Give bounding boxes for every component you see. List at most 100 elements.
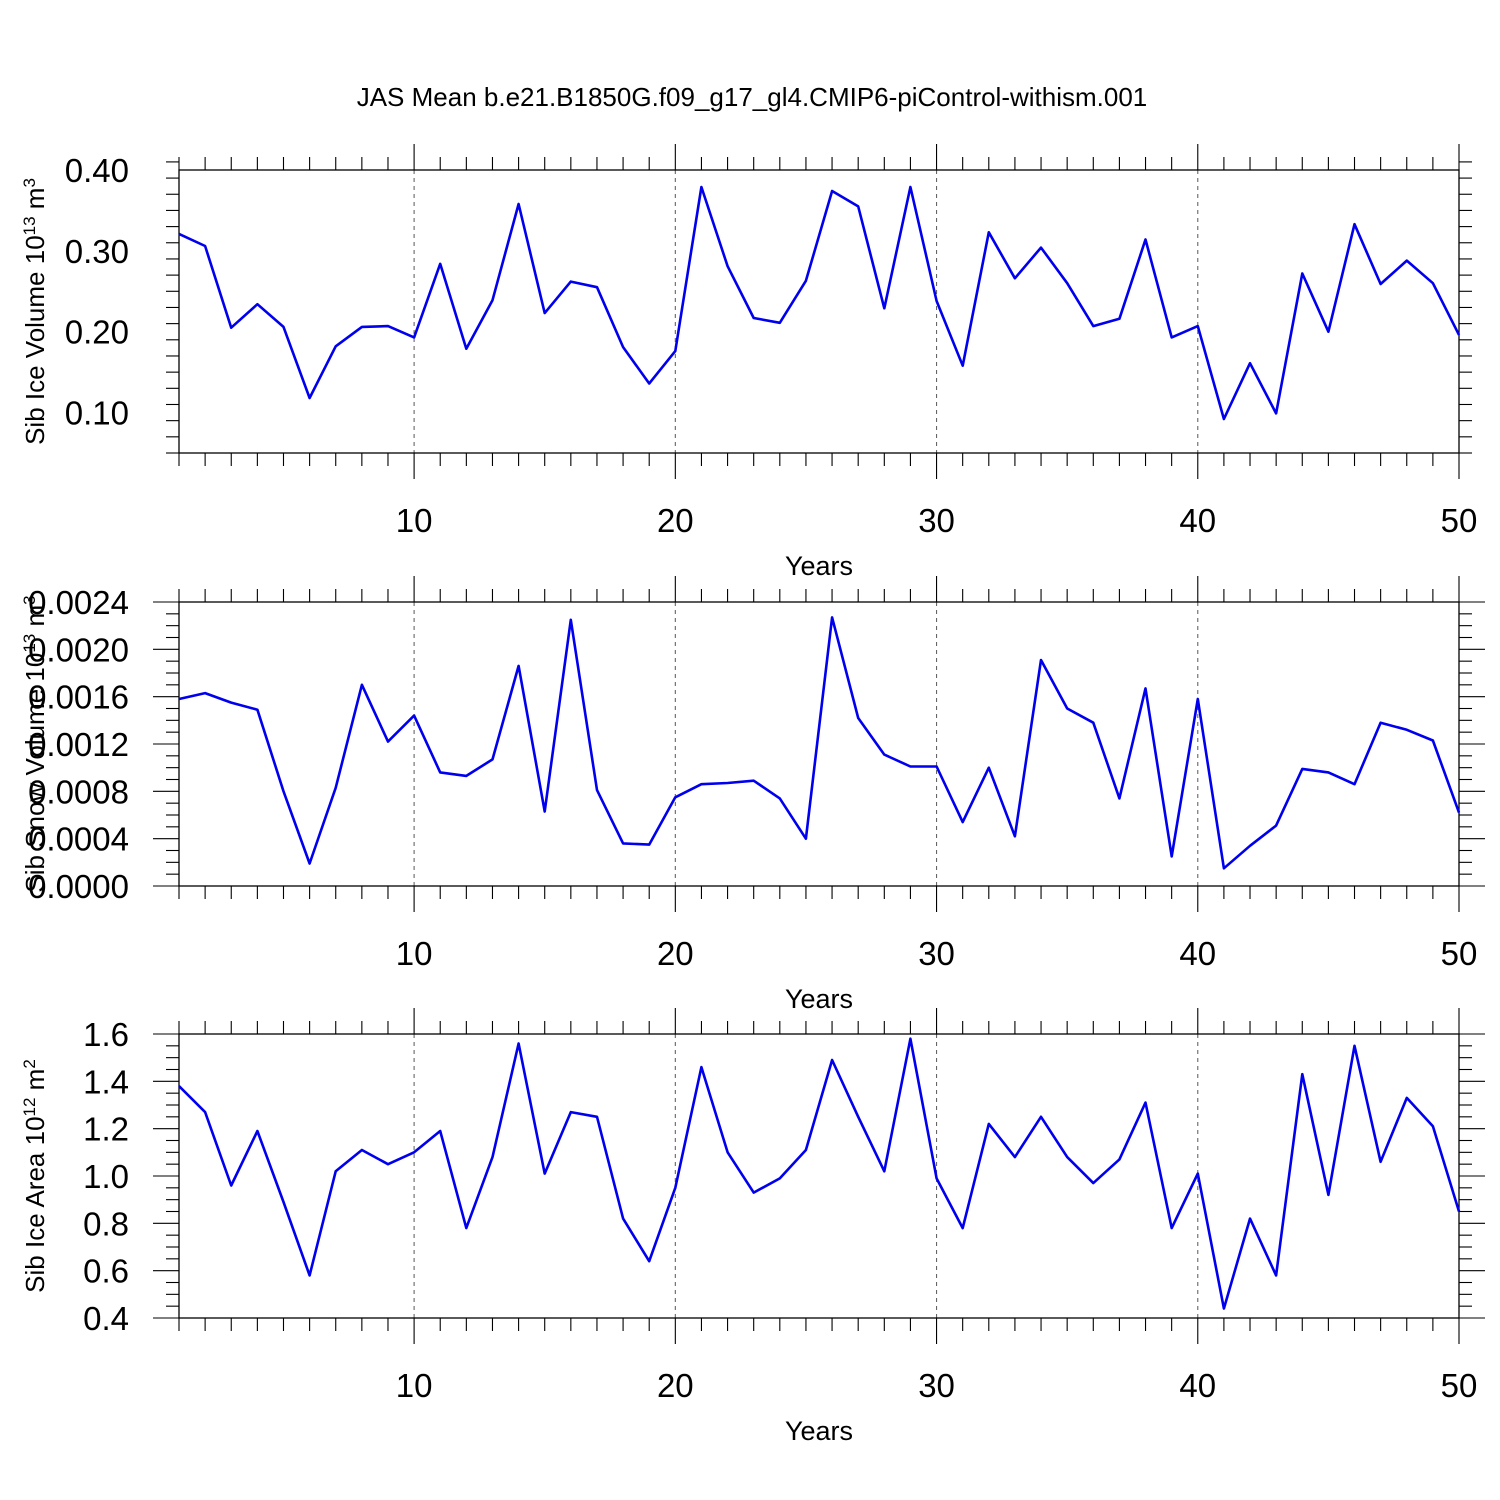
data-point-sib-ice-volume-25 — [805, 280, 808, 283]
data-point-sib-ice-volume-3 — [230, 326, 233, 329]
data-point-sib-ice-area-50 — [1458, 1210, 1461, 1213]
x-tick-label-30: 30 — [918, 502, 955, 539]
y-tick-label-2: 0.8 — [83, 1205, 129, 1242]
y-tick-label-3: 0.40 — [65, 152, 129, 189]
y-axis-label-part-2: m — [20, 188, 50, 217]
data-point-sib-ice-area-46 — [1353, 1045, 1356, 1048]
data-point-sib-snow-volume-31 — [961, 821, 964, 824]
data-point-sib-snow-volume-45 — [1327, 771, 1330, 774]
data-point-sib-ice-volume-40 — [1197, 325, 1200, 328]
data-point-sib-ice-area-45 — [1327, 1194, 1330, 1197]
data-point-sib-snow-volume-26 — [831, 616, 834, 619]
y-tick-label-6: 1.6 — [83, 1016, 129, 1053]
data-point-sib-ice-volume-22 — [726, 265, 729, 268]
data-point-sib-snow-volume-27 — [857, 717, 860, 720]
data-point-sib-ice-area-40 — [1197, 1172, 1200, 1175]
data-point-sib-ice-area-33 — [1014, 1156, 1017, 1159]
y-tick-label-3: 0.0012 — [28, 726, 129, 763]
data-point-sib-ice-area-38 — [1144, 1101, 1147, 1104]
data-point-sib-snow-volume-21 — [700, 783, 703, 786]
data-point-sib-ice-volume-17 — [596, 286, 599, 289]
data-point-sib-ice-volume-16 — [570, 280, 573, 283]
data-point-sib-ice-area-9 — [387, 1163, 390, 1166]
data-point-sib-ice-area-19 — [648, 1260, 651, 1263]
y-axis-label-part-1: 12 — [20, 1098, 39, 1117]
y-axis-label-part-1: 13 — [20, 216, 39, 235]
y-tick-label-0: 0.0000 — [28, 868, 129, 905]
data-point-sib-ice-area-13 — [491, 1156, 494, 1159]
y-tick-label-0: 0.4 — [83, 1300, 129, 1337]
data-point-sib-ice-area-31 — [961, 1227, 964, 1230]
data-point-sib-ice-volume-19 — [648, 382, 651, 385]
x-tick-label-40: 40 — [1179, 502, 1216, 539]
data-point-sib-snow-volume-7 — [334, 787, 337, 790]
chart-panel-sib-snow-volume: 10 20 30 40 50 0.0000 0.0004 0.0008 0.0012 0.0016… — [20, 576, 1485, 1014]
data-point-sib-ice-volume-46 — [1353, 223, 1356, 226]
data-point-sib-ice-volume-43 — [1275, 412, 1278, 415]
data-point-sib-snow-volume-2 — [204, 692, 207, 695]
data-point-sib-snow-volume-14 — [517, 665, 520, 668]
x-tick-label-10: 10 — [396, 1367, 433, 1404]
y-tick-label-1: 0.0004 — [28, 821, 129, 858]
data-point-sib-snow-volume-28 — [883, 753, 886, 756]
data-point-sib-ice-volume-14 — [517, 203, 520, 206]
x-axis-label: Years — [785, 551, 853, 581]
y-tick-label-4: 0.0016 — [28, 679, 129, 716]
data-point-sib-ice-volume-44 — [1301, 272, 1304, 275]
data-point-sib-ice-volume-42 — [1249, 362, 1252, 365]
y-axis-label: Sib Ice Volume 1013 m3 — [20, 178, 51, 445]
data-point-sib-ice-volume-29 — [909, 186, 912, 189]
data-point-sib-ice-volume-13 — [491, 299, 494, 302]
data-point-sib-ice-area-24 — [779, 1177, 782, 1180]
x-tick-label-50: 50 — [1441, 935, 1478, 972]
data-point-sib-ice-volume-47 — [1379, 283, 1382, 286]
data-point-sib-ice-volume-34 — [1040, 246, 1043, 249]
data-point-sib-ice-area-34 — [1040, 1116, 1043, 1119]
data-point-sib-ice-volume-27 — [857, 205, 860, 208]
data-point-sib-snow-volume-33 — [1014, 835, 1017, 838]
data-point-sib-snow-volume-48 — [1406, 729, 1409, 732]
data-point-sib-ice-volume-45 — [1327, 330, 1330, 333]
data-point-sib-ice-volume-18 — [622, 346, 625, 349]
data-point-sib-snow-volume-10 — [413, 714, 416, 717]
y-tick-label-2: 0.30 — [65, 233, 129, 270]
data-point-sib-snow-volume-12 — [465, 775, 468, 778]
data-point-sib-snow-volume-13 — [491, 758, 494, 761]
y-tick-label-6: 0.0024 — [28, 584, 129, 621]
x-tick-label-20: 20 — [657, 935, 694, 972]
data-point-sib-snow-volume-37 — [1118, 797, 1121, 800]
data-point-sib-ice-area-48 — [1406, 1097, 1409, 1100]
data-point-sib-ice-volume-15 — [543, 312, 546, 315]
data-point-sib-ice-volume-20 — [674, 350, 677, 353]
data-point-sib-ice-area-28 — [883, 1170, 886, 1173]
data-point-sib-ice-area-1 — [178, 1085, 181, 1088]
y-axis-label: Sib Snow Volume 1013 m3 — [20, 595, 51, 892]
chart-panel-sib-ice-area: 10 20 30 40 50 0.4 0.6 0.8 1.0 1.2 1.4 1.6 Years Sib … — [20, 1008, 1485, 1446]
data-point-sib-ice-volume-32 — [988, 231, 991, 234]
data-point-sib-snow-volume-35 — [1066, 707, 1069, 710]
data-point-sib-ice-area-22 — [726, 1151, 729, 1154]
data-point-sib-snow-volume-39 — [1170, 855, 1173, 858]
data-point-sib-ice-area-30 — [935, 1177, 938, 1180]
data-point-sib-ice-area-10 — [413, 1151, 416, 1154]
data-point-sib-ice-area-20 — [674, 1187, 677, 1190]
data-point-sib-ice-area-26 — [831, 1059, 834, 1062]
data-point-sib-ice-volume-30 — [935, 300, 938, 303]
data-point-sib-ice-area-41 — [1223, 1307, 1226, 1310]
series-line-sib-ice-volume — [178, 185, 1461, 421]
y-tick-label-1: 0.6 — [83, 1253, 129, 1290]
y-tick-label-5: 1.4 — [83, 1063, 129, 1100]
data-point-sib-snow-volume-4 — [256, 708, 259, 711]
data-point-sib-snow-volume-46 — [1353, 783, 1356, 786]
data-point-sib-snow-volume-11 — [439, 771, 442, 774]
data-point-sib-snow-volume-1 — [178, 698, 181, 701]
data-point-sib-ice-volume-9 — [387, 325, 390, 328]
y-axis-label-part-3: 3 — [20, 178, 39, 187]
data-point-sib-snow-volume-50 — [1458, 811, 1461, 814]
data-point-sib-ice-volume-21 — [700, 186, 703, 189]
data-point-sib-ice-area-25 — [805, 1149, 808, 1152]
data-point-sib-ice-volume-10 — [413, 336, 416, 339]
data-point-sib-snow-volume-34 — [1040, 659, 1043, 662]
